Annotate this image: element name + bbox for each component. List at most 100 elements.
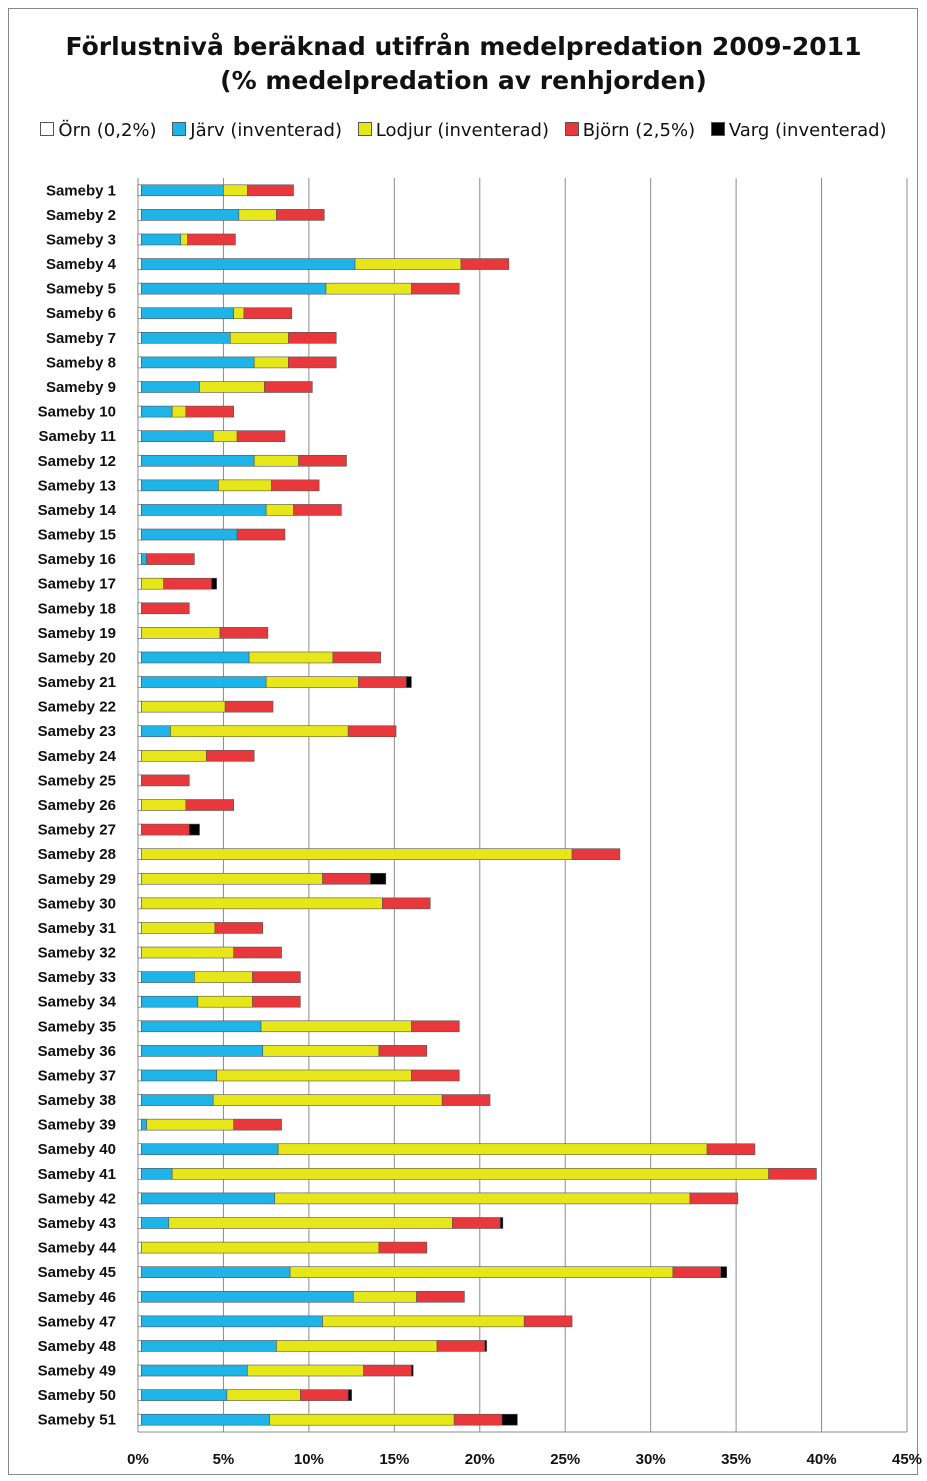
bar-segment-orn [137,1045,142,1057]
category-label: Sameby 17 [38,576,116,593]
bar-segment-bjorn [411,1020,460,1033]
bar-segment-bjorn [224,700,274,713]
category-label: Sameby 8 [46,354,116,371]
category-label: Sameby 48 [38,1338,116,1355]
bar-segment-lodjur [233,307,245,320]
bar-segment-orn [137,774,142,787]
bar-segment-lodjur [265,676,359,688]
bar-segment-jarv [141,332,231,344]
bar-segment-orn [137,872,142,885]
category-label: Sameby 39 [38,1117,116,1134]
category-label: Sameby 43 [38,1215,116,1232]
bar-segment-orn [137,750,142,762]
bar-segment-lodjur [253,454,299,467]
bar-segment-orn [137,553,142,565]
category-label: Sameby 28 [38,846,116,863]
category-label: Sameby 2 [46,207,116,224]
category-label: Sameby 14 [38,502,117,519]
bar-segment-bjorn [214,922,264,934]
bar-segment-jarv [141,430,214,442]
bar-segment-orn [137,1118,142,1131]
legend-item-bjorn: Björn (2,5%) [564,120,695,141]
bar-segment-bjorn [453,1413,503,1426]
bar-segment-jarv [141,1389,228,1401]
legend-item-orn: Örn (0,2%) [40,120,157,141]
x-tick-label: 40% [807,1451,837,1468]
bar-segment-orn [137,405,142,418]
bar-segment-jarv [141,282,327,295]
category-label: Sameby 32 [38,945,116,962]
category-label: Sameby 20 [38,649,116,666]
x-tick-label: 10% [294,1451,324,1468]
x-tick-label: 0% [127,1451,149,1468]
bar-segment-jarv [141,1315,323,1328]
category-label: Sameby 30 [38,895,116,912]
bar-segment-lodjur [171,405,187,418]
bar-segment-orn [137,1192,142,1205]
bar-segment-bjorn [363,1364,412,1377]
bar-segment-orn [137,971,142,983]
bar-segment-bjorn [411,282,460,295]
bar-segment-bjorn [264,381,313,393]
legend-item-varg: Varg (inventerad) [710,120,887,141]
bar-segment-varg [499,1217,504,1229]
bar-segment-orn [137,799,142,811]
bar-segment-orn [137,1217,142,1229]
x-tick-label: 30% [636,1451,666,1468]
chart-title: Förlustnivå beräknad utifrån medelpredat… [65,32,862,61]
bar-segment-orn [137,1389,142,1401]
category-label: Sameby 46 [38,1289,116,1306]
bar-segment-orn [137,1069,142,1082]
category-label: Sameby 19 [38,625,116,642]
bar-segment-orn [137,258,142,270]
bar-segment-orn [137,1266,142,1278]
bar-segment-orn [137,848,142,860]
bar-segment-orn [137,1241,142,1254]
bar-segment-lodjur [229,332,289,344]
bar-segment-lodjur [223,184,248,197]
bar-segment-jarv [141,356,255,369]
bar-segment-orn [137,946,142,959]
bar-segment-orn [137,504,142,516]
bar-segment-jarv [141,504,267,516]
bar-segment-orn [137,454,142,467]
category-label: Sameby 13 [38,477,116,494]
bar-segment-varg [211,577,217,590]
category-label: Sameby 41 [38,1166,116,1183]
bar-segment-varg [411,1364,414,1377]
category-label: Sameby 45 [38,1264,116,1281]
bar-segment-orn [137,1364,142,1377]
bar-segment-varg [484,1340,487,1352]
bar-segment-jarv [141,479,219,492]
legend-swatch-bjorn [564,122,579,136]
bar-segment-orn [137,627,142,639]
category-label: Sameby 1 [46,182,116,199]
bar-segment-lodjur [197,995,253,1008]
bar-segment-lodjur [141,750,207,762]
bar-segment-jarv [141,1413,270,1426]
chart-subtitle: (% medelpredation av renhjorden) [220,66,707,95]
bar-segment-orn [137,1168,142,1180]
bar-segment-lodjur [265,504,294,516]
x-tick-label: 35% [721,1451,751,1468]
legend-swatch-jarv [172,122,187,136]
x-tick-label: 20% [465,1451,495,1468]
bar-segment-lodjur [276,1340,438,1352]
bar-segment-bjorn [460,258,510,270]
bar-segment-orn [137,1340,142,1352]
bar-segment-orn [137,1020,142,1033]
bar-segment-orn [137,922,142,934]
bar-segment-lodjur [199,381,265,393]
category-label: Sameby 18 [38,600,116,617]
bar-segment-bjorn [322,872,371,885]
legend-label-varg: Varg (inventerad) [728,120,887,141]
bar-segment-bjorn [300,1389,349,1401]
bar-segment-bjorn [332,651,381,664]
bar-segment-orn [137,233,142,246]
bar-segment-jarv [141,1364,248,1377]
bar-segment-lodjur [253,356,289,369]
category-label: Sameby 44 [38,1240,117,1257]
bar-segment-bjorn [382,897,431,910]
bar-segment-varg [347,1389,352,1401]
bar-segment-jarv [141,1045,264,1057]
